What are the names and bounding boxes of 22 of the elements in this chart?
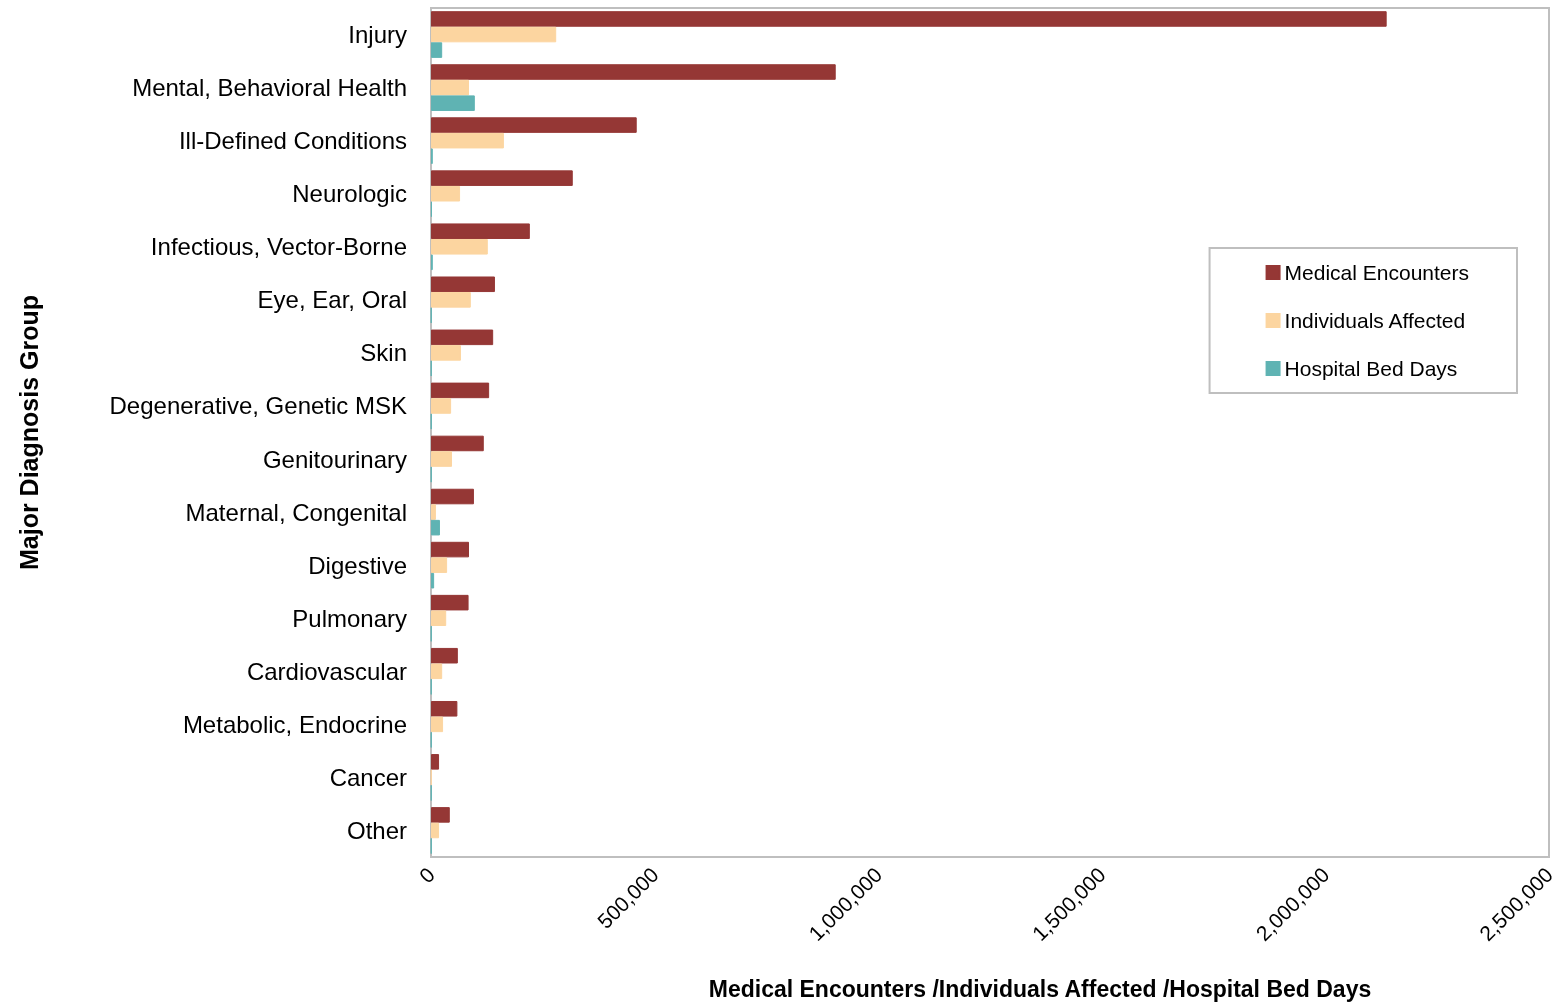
y-tick-label: Cardiovascular: [246, 657, 407, 685]
legend-label: Individuals Affected: [1284, 309, 1466, 332]
y-tick-label: Neurologic: [292, 180, 407, 208]
y-tick-label: Digestive: [308, 551, 407, 579]
y-tick-label: Pulmonary: [292, 604, 407, 632]
x-tick-label: 0: [414, 862, 440, 888]
y-tick-label: Metabolic, Endocrine: [182, 710, 407, 738]
y-tick-label: Maternal, Congenital: [185, 498, 407, 526]
y-tick-label: Mental, Behavioral Health: [132, 74, 407, 102]
y-tick-label: Cancer: [329, 763, 407, 791]
y-tick-label: Skin: [360, 339, 407, 367]
y-axis-title: Major Diagnosis Group: [14, 294, 43, 571]
legend-label: Hospital Bed Days: [1284, 357, 1458, 380]
y-tick-label: Ill-Defined Conditions: [178, 127, 407, 155]
legend-label: Medical Encounters: [1284, 261, 1470, 284]
y-tick-label: Infectious, Vector-Borne: [150, 233, 407, 261]
x-axis-title: Medical Encounters /Individuals Affected /Hospital Bed Days: [708, 975, 1372, 1002]
y-tick-label: Genitourinary: [262, 445, 407, 473]
y-tick-label: Injury: [348, 21, 407, 49]
y-tick-label: Other: [346, 816, 407, 844]
y-tick-label: Eye, Ear, Oral: [257, 286, 407, 314]
y-tick-label: Degenerative, Genetic MSK: [109, 392, 407, 420]
